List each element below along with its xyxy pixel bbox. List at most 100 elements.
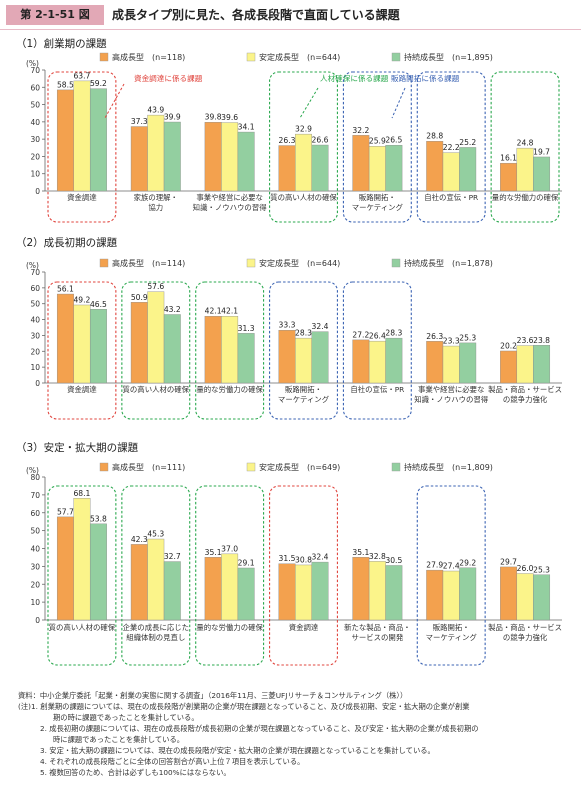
bar-value-label: 58.5 — [57, 80, 74, 89]
bar — [500, 162, 518, 192]
bar-value-label: 26.6 — [312, 136, 329, 145]
bar-value-label: 39.9 — [164, 113, 181, 122]
bar — [311, 561, 329, 621]
bar — [516, 573, 534, 621]
bar-value-label: 30.8 — [295, 555, 312, 564]
bar-value-label: 26.3 — [279, 136, 296, 145]
bar-value-label: 56.1 — [57, 285, 74, 294]
bar-value-label: 59.2 — [90, 79, 107, 88]
bar-value-label: 26.4 — [369, 332, 386, 341]
bar — [459, 342, 477, 384]
bar-value-label: 20.2 — [500, 341, 517, 350]
category-label: マーケティング — [426, 633, 478, 642]
bar — [278, 563, 296, 621]
note-1-cont: 期の時に課題であったことを集計している。 — [53, 713, 199, 722]
bar-value-label: 22.2 — [443, 143, 460, 152]
bar — [89, 309, 107, 384]
y-unit-label: (%) — [26, 261, 39, 270]
category-label: 製品・商品・サービス — [488, 623, 562, 632]
category-label: 販路開拓・ — [359, 193, 396, 202]
bar-value-label: 32.8 — [369, 552, 386, 561]
bar — [204, 122, 222, 192]
bar-value-label: 49.2 — [73, 295, 90, 304]
note-source: 資料：中小企業庁委託「起業・創業の実態に関する調査」（2016年11月、三菱UF… — [18, 691, 408, 700]
bar — [130, 544, 148, 621]
y-tick-label: 30 — [30, 331, 40, 340]
bar — [459, 147, 477, 192]
bar-value-label: 27.9 — [426, 561, 443, 570]
y-tick-label: 70 — [30, 268, 40, 277]
category-label: 資金調達 — [67, 193, 97, 202]
y-tick-label: 60 — [30, 509, 40, 518]
y-tick-label: 30 — [30, 562, 40, 571]
bar-value-label: 32.4 — [312, 553, 329, 562]
charts-canvas: （1）創業期の課題 (%) 高成長型 (n=118) 安定成長型 (n=644) 持続成… — [16, 37, 562, 666]
category-highlight-box — [195, 485, 265, 666]
bar — [442, 152, 460, 192]
legend-label: 持続成長型 (n=1,809) — [404, 462, 493, 472]
bar — [163, 121, 181, 192]
bar — [516, 147, 534, 192]
bar-value-label: 28.3 — [385, 329, 402, 338]
bar — [500, 350, 518, 384]
bar-value-label: 37.0 — [221, 544, 238, 553]
bar — [221, 316, 239, 384]
y-tick-label: 20 — [30, 152, 40, 161]
bar — [516, 345, 534, 384]
bar-value-label: 35.1 — [205, 548, 222, 557]
bar-value-label: 26.0 — [517, 564, 534, 573]
note-1: (注)1. 創業期の課題については、現在の成長段階が創業期の企業が現在課題となっ… — [18, 702, 470, 711]
category-highlight-box — [269, 71, 338, 223]
bar-value-label: 23.8 — [533, 336, 550, 345]
callout-leader — [104, 83, 125, 119]
category-label: マーケティング — [278, 395, 330, 404]
category-highlight-box — [342, 281, 412, 420]
bar-value-label: 32.9 — [295, 125, 312, 134]
bar — [89, 523, 107, 621]
bar-value-label: 26.3 — [426, 332, 443, 341]
legend-swatch — [391, 52, 401, 62]
bar-value-label: 37.3 — [131, 117, 148, 126]
category-label: 家族の理解・ — [134, 193, 178, 202]
bar — [311, 144, 329, 192]
category-highlight-box — [490, 71, 560, 223]
bar — [533, 156, 551, 192]
bar — [221, 122, 239, 192]
category-highlight-box — [416, 485, 486, 666]
bar-value-label: 23.6 — [517, 336, 534, 345]
y-tick-label: 60 — [30, 83, 40, 92]
bar — [459, 567, 477, 621]
category-label: 知識・ノウハウの習得 — [193, 203, 268, 212]
y-tick-label: 70 — [30, 66, 40, 75]
category-highlight-box — [416, 71, 486, 223]
panel-title: （3）安定・拡大期の課題 — [16, 441, 139, 454]
category-label: 資金調達 — [67, 385, 97, 394]
bar-value-label: 42.1 — [221, 307, 238, 316]
header-divider — [0, 29, 581, 30]
legend-swatch — [391, 258, 401, 268]
bar-value-label: 39.6 — [221, 113, 238, 122]
bar-value-label: 63.7 — [73, 71, 90, 80]
category-highlight-box — [269, 281, 338, 420]
bar-value-label: 35.1 — [352, 548, 369, 557]
bar — [311, 331, 329, 384]
bar — [204, 557, 222, 621]
bar-value-label: 29.1 — [238, 558, 255, 567]
y-tick-label: 0 — [35, 616, 40, 625]
category-label: 質の高い人材の確保 — [123, 385, 190, 394]
bar — [352, 557, 370, 621]
bar-value-label: 32.4 — [312, 322, 329, 331]
bar-value-label: 33.3 — [279, 321, 296, 330]
legend-label: 安定成長型 (n=644) — [259, 258, 340, 268]
bar — [385, 565, 403, 621]
bar — [533, 574, 551, 621]
bar-value-label: 29.2 — [459, 558, 476, 567]
bar-value-label: 42.3 — [131, 535, 148, 544]
y-tick-label: 40 — [30, 545, 40, 554]
y-tick-label: 40 — [30, 118, 40, 127]
bar-value-label: 27.4 — [443, 562, 460, 571]
bar — [73, 80, 91, 192]
bar-value-label: 25.9 — [369, 137, 386, 146]
figure-header: 第 2-1-51 図 成長タイプ別に見た、各成長段階で直面している課題 — [0, 0, 581, 30]
bar-value-label: 29.7 — [500, 557, 517, 566]
